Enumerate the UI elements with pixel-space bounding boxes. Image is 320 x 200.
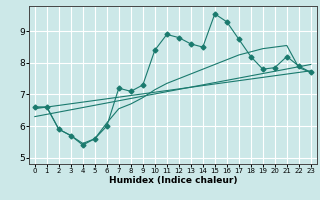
X-axis label: Humidex (Indice chaleur): Humidex (Indice chaleur) <box>108 176 237 185</box>
